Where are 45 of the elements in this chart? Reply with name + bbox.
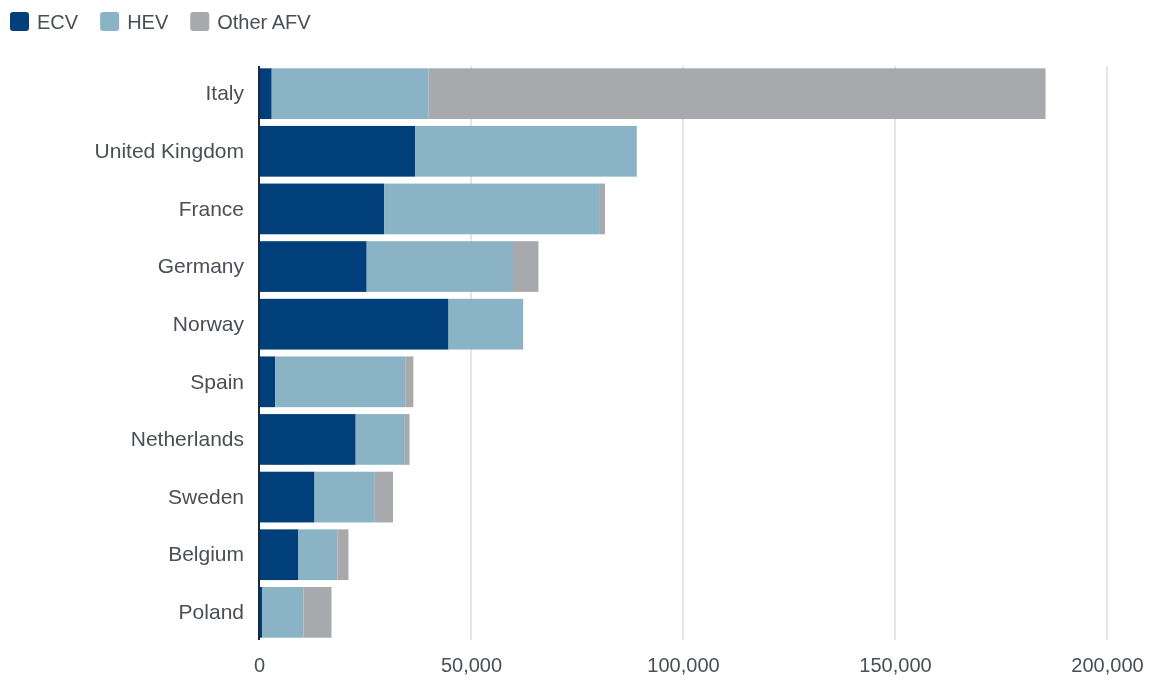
bar xyxy=(355,414,405,465)
x-tick-label: 50,000 xyxy=(440,654,503,677)
bar xyxy=(314,471,375,523)
y-tick-label: Spain xyxy=(190,369,244,393)
bar xyxy=(259,471,315,523)
x-tick-label: 100,000 xyxy=(647,654,720,677)
bar xyxy=(271,68,429,120)
y-tick-label: Netherlands xyxy=(130,427,244,451)
y-tick-label: France xyxy=(178,196,244,220)
y-tick-label: Sweden xyxy=(168,484,244,508)
x-tick-label: 200,000 xyxy=(1071,654,1144,677)
y-tick-label: Poland xyxy=(178,600,244,624)
bar xyxy=(405,356,414,408)
bar xyxy=(298,529,338,581)
bar xyxy=(404,414,410,465)
x-tick-label: 150,000 xyxy=(859,654,932,677)
bar xyxy=(428,68,1046,120)
y-tick-label: Italy xyxy=(205,81,245,105)
bar xyxy=(259,125,416,177)
bar xyxy=(275,356,406,408)
bar xyxy=(303,586,332,638)
bar xyxy=(512,241,539,292)
bar xyxy=(415,125,637,177)
bar xyxy=(259,298,449,350)
legend-label: ECV xyxy=(37,11,79,33)
y-tick-label: Belgium xyxy=(168,542,244,566)
bar xyxy=(259,414,356,465)
bar xyxy=(384,183,600,235)
bar xyxy=(599,183,605,235)
bar xyxy=(259,529,299,581)
y-tick-label: Germany xyxy=(157,254,245,278)
bar xyxy=(259,241,367,292)
bar xyxy=(259,356,276,408)
bar xyxy=(337,529,349,581)
bar xyxy=(262,586,304,638)
x-tick-label: 0 xyxy=(253,654,266,677)
bar xyxy=(366,241,513,292)
legend-label: Other AFV xyxy=(217,11,312,33)
y-tick-label: United Kingdom xyxy=(94,139,244,163)
legend-label: HEV xyxy=(127,11,169,33)
bar xyxy=(259,183,385,235)
bar xyxy=(448,298,524,350)
bar xyxy=(259,68,272,120)
y-tick-label: Norway xyxy=(172,311,245,335)
bar xyxy=(374,471,393,523)
